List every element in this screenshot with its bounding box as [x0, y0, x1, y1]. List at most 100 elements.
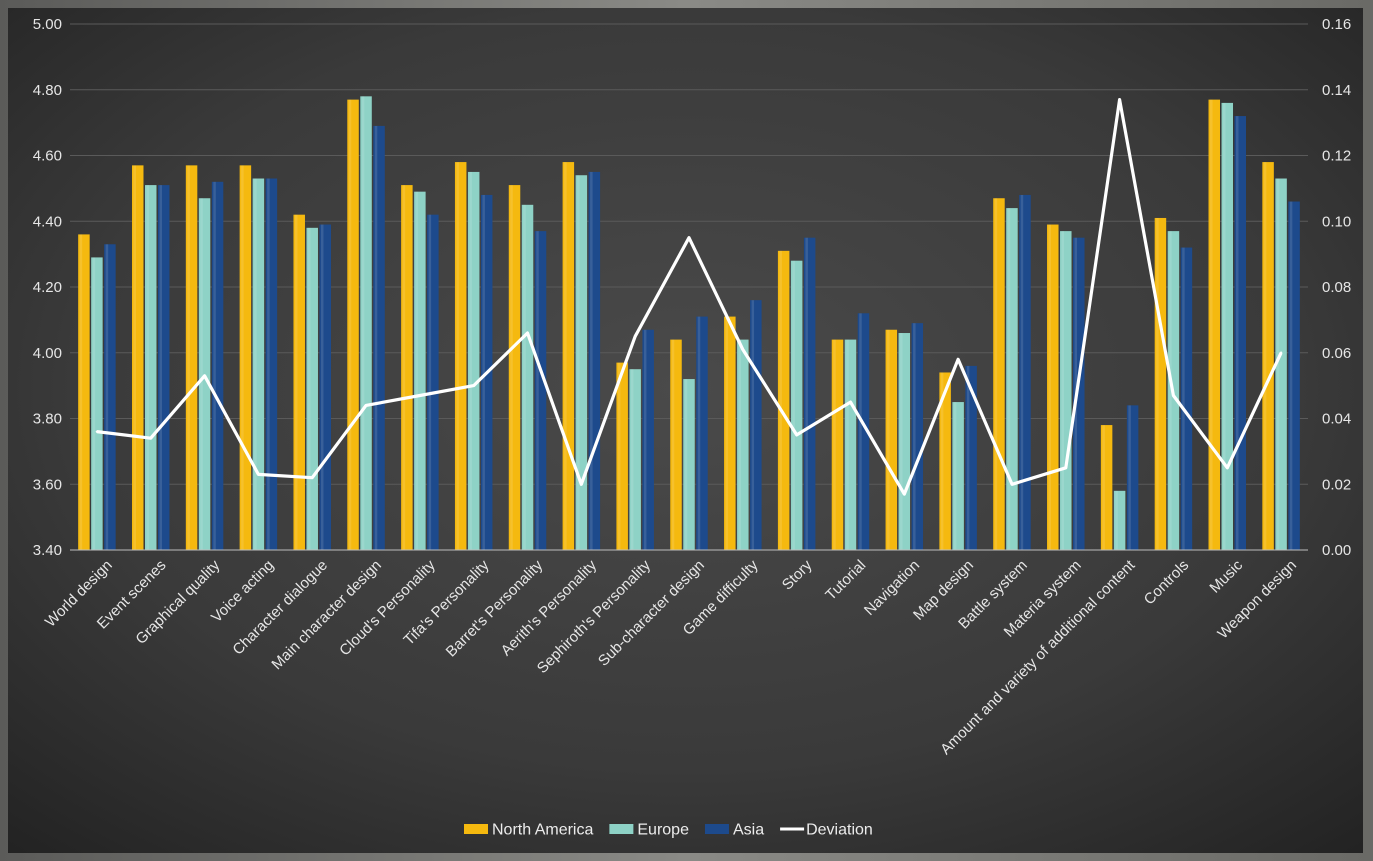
deviation-point [1010, 483, 1014, 486]
bar-highlight [913, 323, 916, 550]
bar [1060, 231, 1072, 551]
bar-highlight [402, 185, 406, 550]
right-tick-label: 0.00 [1322, 542, 1351, 559]
left-tick-label: 5.00 [33, 16, 62, 33]
bar-highlight [320, 224, 324, 550]
bar [952, 402, 964, 550]
right-tick-label: 0.10 [1322, 213, 1351, 230]
deviation-point [903, 492, 906, 496]
legend-item-europe: Europe [609, 822, 689, 839]
bar [91, 257, 103, 550]
bar [803, 237, 816, 550]
right-tick-label: 0.06 [1322, 345, 1351, 362]
left-tick-label: 4.60 [33, 148, 62, 165]
bar-highlight [1007, 208, 1011, 550]
bar [306, 227, 318, 550]
deviation-point [1118, 98, 1121, 101]
bar-highlight [374, 125, 378, 550]
bar [211, 181, 224, 551]
bar-highlight [159, 185, 162, 550]
bar [1180, 247, 1193, 551]
bar [467, 171, 480, 550]
bar [911, 323, 924, 550]
bar [629, 369, 641, 550]
legend: North America Europe Asia Deviation [464, 822, 873, 839]
bar-highlight [200, 198, 203, 551]
bar-highlight [940, 372, 944, 550]
bar [414, 191, 426, 550]
bar [1275, 178, 1287, 550]
bar-highlight [833, 339, 836, 550]
bar [898, 333, 911, 550]
bar [1019, 194, 1031, 550]
deviation-point [1226, 466, 1229, 470]
legend-label: Deviation [806, 822, 873, 839]
bar-highlight [1223, 102, 1226, 551]
deviation-point [849, 400, 852, 404]
bar [857, 313, 870, 550]
bar-highlight [510, 185, 513, 550]
bar-highlight [92, 257, 96, 550]
left-tick-label: 4.20 [33, 279, 62, 296]
legend-swatch [609, 824, 634, 834]
right-tick-label: 0.04 [1322, 411, 1351, 428]
bar-highlight [133, 165, 136, 551]
deviation-point [257, 473, 260, 476]
bar [750, 300, 762, 550]
bar-highlight [966, 365, 970, 550]
bar-highlight [428, 214, 432, 551]
bar [777, 250, 790, 550]
bar-highlight [1128, 405, 1131, 550]
bar-highlight [79, 234, 83, 550]
deviation-point [956, 358, 960, 361]
bar-highlight [697, 316, 701, 550]
bar [521, 204, 534, 550]
deviation-point [1172, 394, 1175, 397]
deviation-point [741, 348, 745, 351]
legend-swatch [704, 824, 729, 834]
bar-highlight [994, 198, 998, 551]
bar [724, 316, 736, 550]
bar-highlight [859, 313, 862, 550]
bar-highlight [146, 185, 149, 550]
bar [575, 175, 588, 550]
left-tick-label: 4.00 [33, 345, 62, 362]
bar [939, 372, 951, 550]
left-tick-label: 4.80 [33, 82, 62, 99]
left-tick-label: 3.60 [33, 476, 62, 493]
deviation-point [526, 331, 529, 335]
bar-highlight [792, 260, 795, 550]
bar-highlight [1061, 231, 1065, 551]
bar [104, 244, 116, 550]
bar-highlight [779, 250, 782, 550]
legend-item-north-america: North America [464, 822, 593, 839]
legend-label: Europe [637, 822, 689, 839]
bar-highlight [307, 227, 311, 550]
bar-highlight [1182, 247, 1185, 551]
bar-highlight [213, 181, 216, 551]
bar [1047, 224, 1059, 550]
bar [252, 178, 265, 550]
right-tick-label: 0.12 [1322, 148, 1351, 165]
left-axis-ticks: 3.40 3.60 3.80 4.00 4.20 4.40 4.60 4.80 5.00 [33, 16, 62, 559]
bar-highlight [536, 231, 539, 551]
bar [1006, 208, 1018, 550]
bar [360, 96, 372, 550]
bar [427, 214, 439, 551]
left-tick-label: 3.40 [33, 542, 62, 559]
bar [347, 99, 359, 551]
deviation-point [1279, 351, 1283, 354]
bar-highlight [469, 171, 472, 550]
deviation-point [687, 236, 691, 239]
bar-highlight [671, 339, 675, 550]
right-tick-label: 0.08 [1322, 279, 1351, 296]
bar-highlight [415, 191, 419, 550]
bar [1154, 217, 1167, 550]
legend-label: Asia [733, 822, 764, 839]
bar-highlight [751, 300, 755, 550]
bar-highlight [643, 329, 647, 550]
bar [965, 365, 977, 550]
bar-highlight [294, 214, 298, 551]
